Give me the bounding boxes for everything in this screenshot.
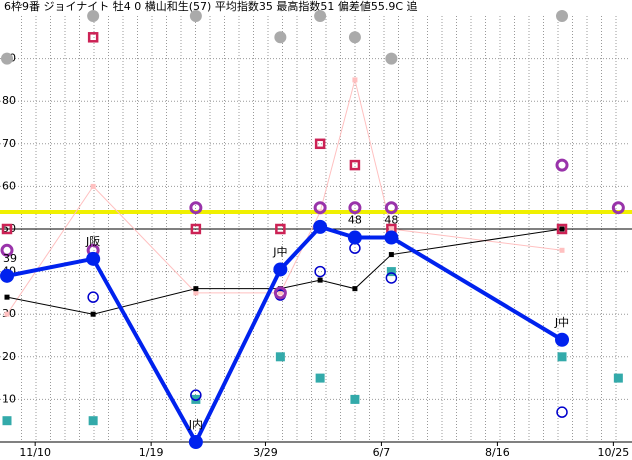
point bbox=[352, 77, 358, 83]
point bbox=[388, 226, 394, 232]
point bbox=[189, 10, 202, 22]
point bbox=[384, 201, 398, 215]
point bbox=[350, 394, 360, 404]
x-tick-label: 8/16 bbox=[485, 446, 510, 459]
point bbox=[314, 10, 327, 22]
point bbox=[348, 201, 362, 215]
point bbox=[317, 277, 323, 283]
point bbox=[556, 406, 568, 418]
point bbox=[384, 230, 399, 245]
point bbox=[347, 230, 362, 245]
point bbox=[4, 294, 10, 300]
data-label: J内 bbox=[188, 417, 203, 431]
chart-title: 6枠9番 ジョイナイト 牡4 0 横山和生(57) 平均指数35 最高指数51 … bbox=[4, 0, 418, 13]
point bbox=[193, 290, 199, 296]
point bbox=[555, 332, 570, 347]
point bbox=[1, 52, 13, 65]
point bbox=[555, 158, 569, 172]
y-tick-label: 60 bbox=[2, 179, 16, 192]
point bbox=[314, 265, 326, 278]
point bbox=[386, 267, 396, 277]
y-tick-label: 10 bbox=[2, 392, 16, 405]
point bbox=[193, 286, 199, 292]
y-tick-label: 70 bbox=[2, 137, 16, 150]
point bbox=[559, 226, 565, 232]
series-line bbox=[6, 228, 563, 315]
point bbox=[188, 435, 203, 449]
point bbox=[1, 223, 13, 235]
point bbox=[273, 262, 288, 277]
data-label: J中 bbox=[554, 316, 569, 329]
point bbox=[4, 311, 10, 317]
point bbox=[611, 201, 625, 215]
point bbox=[352, 286, 358, 292]
x-tick-label: 10/25 bbox=[598, 446, 630, 459]
point bbox=[275, 352, 285, 362]
point bbox=[273, 286, 287, 300]
data-label: 48 bbox=[348, 214, 362, 227]
point bbox=[385, 52, 398, 65]
point bbox=[190, 389, 202, 401]
y-tick-label: 80 bbox=[2, 94, 16, 107]
point bbox=[0, 268, 14, 283]
point bbox=[0, 243, 14, 257]
point bbox=[388, 252, 394, 258]
point bbox=[190, 223, 202, 235]
x-tick-label: 3/29 bbox=[253, 446, 278, 459]
point bbox=[87, 32, 99, 43]
data-label: J中 bbox=[272, 245, 287, 258]
point bbox=[313, 219, 328, 234]
point bbox=[88, 416, 98, 426]
data-label: 48 bbox=[384, 214, 398, 227]
y-tick-label: 20 bbox=[2, 350, 16, 363]
point bbox=[86, 251, 101, 266]
point bbox=[189, 201, 203, 215]
x-tick-label: 1/19 bbox=[139, 446, 164, 459]
point bbox=[275, 223, 286, 235]
data-label: J阪 bbox=[85, 234, 100, 248]
point bbox=[315, 373, 325, 383]
point bbox=[87, 291, 99, 303]
point bbox=[557, 352, 567, 362]
point bbox=[274, 31, 287, 44]
point bbox=[90, 311, 96, 317]
point bbox=[314, 138, 326, 150]
point bbox=[90, 183, 96, 189]
point bbox=[559, 247, 565, 253]
point bbox=[277, 290, 283, 296]
point bbox=[87, 10, 100, 22]
point bbox=[613, 373, 623, 383]
point bbox=[2, 416, 12, 426]
data-label: 39 bbox=[3, 252, 17, 265]
x-tick-label: 6/7 bbox=[373, 446, 391, 459]
point bbox=[313, 201, 327, 215]
point bbox=[556, 10, 569, 22]
point bbox=[556, 223, 568, 235]
point bbox=[348, 31, 361, 44]
point bbox=[349, 159, 361, 171]
series-line bbox=[6, 79, 563, 315]
point bbox=[385, 272, 398, 284]
x-tick-label: 11/10 bbox=[19, 446, 51, 459]
